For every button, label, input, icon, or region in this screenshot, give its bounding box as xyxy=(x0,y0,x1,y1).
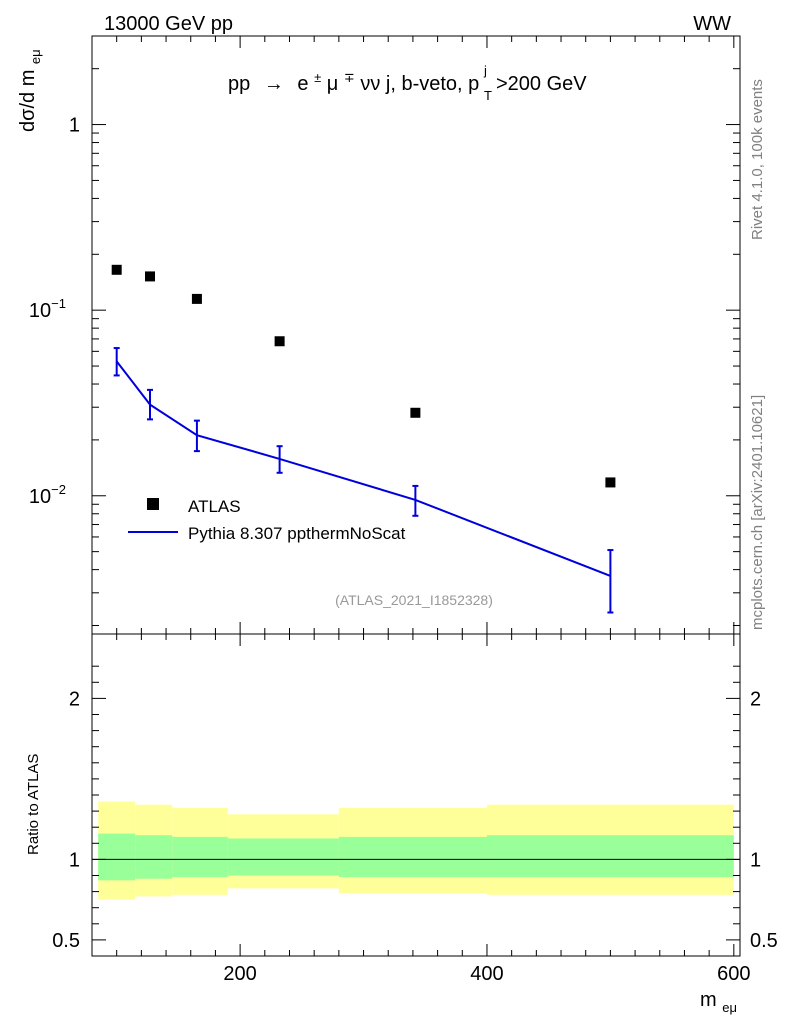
ratio-band-inner xyxy=(227,838,339,876)
y-tick-label: 10−2 xyxy=(29,482,66,508)
ratio-tick-label-left: 2 xyxy=(69,688,80,710)
title-rest: νν j, b-veto, p xyxy=(360,73,479,95)
title-pt-superscript: j xyxy=(483,63,487,78)
title-muon: μ xyxy=(327,73,339,95)
y-axis-label: dσ/d m eμ xyxy=(17,49,43,132)
ratio-tick-label-right: 0.5 xyxy=(750,930,778,952)
atlas-data-point xyxy=(145,271,156,282)
axis-ticks: 200 400 600 10−2 10−1 1 0.5 0.5 1 1 2 2 xyxy=(29,35,778,985)
ratio-band-inner xyxy=(172,836,228,878)
legend: ATLAS Pythia 8.307 ppthermNoScat xyxy=(128,497,406,543)
title-arrow: → xyxy=(264,73,284,95)
y-tick-label: 10−1 xyxy=(29,296,66,322)
title-cut: >200 GeV xyxy=(496,73,587,95)
title-pt-subscript: T xyxy=(484,88,492,103)
x-tick-label: 400 xyxy=(470,963,503,985)
y-axis-label-main: dσ/d m xyxy=(17,70,39,132)
rivet-label: Rivet 4.1.0, 100k events xyxy=(749,79,766,240)
atlas-data-point xyxy=(274,336,285,347)
x-axis-label-main: m xyxy=(700,989,717,1011)
legend-atlas-marker xyxy=(147,498,159,510)
svg-text:dσ/d m eμ: dσ/d m eμ xyxy=(17,49,43,132)
x-axis-label: m eμ xyxy=(700,989,737,1015)
ratio-axis-label: Ratio to ATLAS xyxy=(25,754,42,855)
ratio-tick-label-left: 1 xyxy=(69,849,80,871)
ratio-tick-label-right: 2 xyxy=(750,688,761,710)
y-axis-label-sub: eμ xyxy=(28,49,43,64)
ratio-tick-label-left: 0.5 xyxy=(52,930,80,952)
mc-line xyxy=(115,360,611,577)
title-electron: e xyxy=(297,73,308,95)
plot-title: pp → e ± μ ∓ νν j, b-veto, p xyxy=(228,65,479,95)
mc-series xyxy=(113,347,614,614)
x-tick-label: 600 xyxy=(717,963,750,985)
ratio-band-inner xyxy=(486,835,734,878)
process-label: WW xyxy=(693,13,731,35)
ratio-bands xyxy=(98,801,734,900)
legend-pythia-label: Pythia 8.307 ppthermNoScat xyxy=(188,524,406,543)
main-plot-frame xyxy=(91,35,741,635)
ratio-tick-label-right: 1 xyxy=(750,849,761,871)
x-axis-label-sub: eμ xyxy=(722,1000,737,1015)
mcplots-label: mcplots.cern.ch [arXiv:2401.10621] xyxy=(749,395,766,630)
ratio-band-inner xyxy=(338,836,487,878)
title-electron-charge: ± xyxy=(314,70,321,85)
atlas-data-point xyxy=(111,264,122,275)
atlas-data-point xyxy=(410,407,421,418)
y-tick-label: 1 xyxy=(69,115,80,137)
ratio-plot-frame xyxy=(91,633,741,957)
title-pp: pp xyxy=(228,73,250,95)
analysis-id: (ATLAS_2021_I1852328) xyxy=(335,592,493,608)
ratio-band-inner xyxy=(98,833,136,881)
x-tick-label: 200 xyxy=(223,963,256,985)
legend-atlas-label: ATLAS xyxy=(188,497,241,516)
title-muon-charge: ∓ xyxy=(344,70,355,85)
ratio-band-inner xyxy=(135,835,173,879)
atlas-data-point xyxy=(191,293,202,304)
data-series xyxy=(111,264,616,488)
energy-label: 13000 GeV pp xyxy=(104,13,233,35)
atlas-data-point xyxy=(605,477,616,488)
